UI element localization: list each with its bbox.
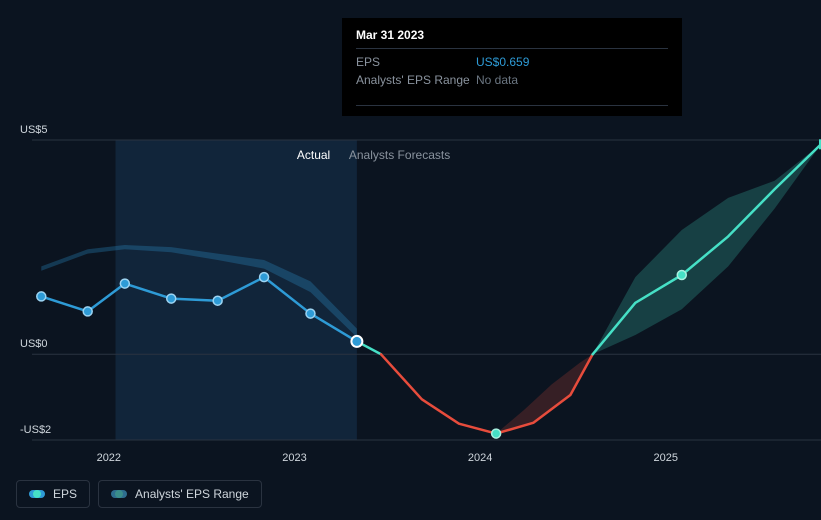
tooltip-eps-value: US$0.659 (476, 55, 668, 69)
tooltip-row-range: Analysts' EPS Range No data (356, 73, 668, 87)
legend-swatch-range (111, 490, 127, 498)
chart-legend: EPS Analysts' EPS Range (16, 480, 262, 508)
y-tick-label: -US$2 (20, 424, 51, 436)
tooltip-range-value: No data (476, 73, 668, 87)
x-tick-label: 2022 (97, 452, 121, 464)
legend-label-eps: EPS (53, 487, 77, 501)
tooltip-eps-label: EPS (356, 55, 476, 69)
tooltip-row-eps: EPS US$0.659 (356, 55, 668, 69)
legend-item-eps[interactable]: EPS (16, 480, 90, 508)
legend-item-range[interactable]: Analysts' EPS Range (98, 480, 262, 508)
section-label-forecasts: Analysts Forecasts (349, 148, 450, 162)
x-tick-label: 2024 (468, 452, 492, 464)
y-tick-label: US$0 (20, 338, 48, 350)
tooltip-range-label: Analysts' EPS Range (356, 73, 476, 87)
y-tick-label: US$5 (20, 124, 48, 136)
tooltip-date: Mar 31 2023 (356, 28, 668, 49)
chart-tooltip: Mar 31 2023 EPS US$0.659 Analysts' EPS R… (342, 18, 682, 116)
x-tick-label: 2023 (282, 452, 306, 464)
legend-label-range: Analysts' EPS Range (135, 487, 249, 501)
x-tick-label: 2025 (654, 452, 678, 464)
legend-swatch-eps (29, 490, 45, 498)
section-label-actual: Actual (297, 148, 330, 162)
